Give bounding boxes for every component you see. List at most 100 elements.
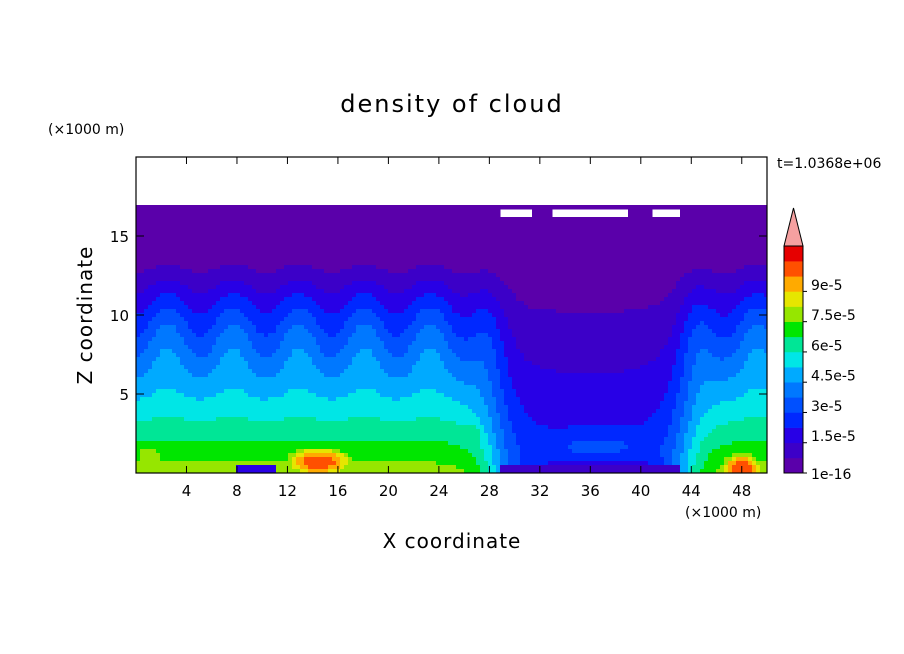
contour-cell <box>228 237 233 242</box>
contour-cell <box>324 361 329 366</box>
contour-cell <box>372 453 377 458</box>
contour-cell <box>384 345 389 350</box>
contour-cell <box>420 225 425 230</box>
contour-cell <box>164 361 169 366</box>
contour-cell <box>160 221 165 226</box>
contour-cell <box>208 313 213 318</box>
contour-cell <box>244 313 249 318</box>
contour-cell <box>292 373 297 378</box>
contour-cell <box>152 269 157 274</box>
contour-cell <box>352 393 357 398</box>
contour-cell <box>324 449 329 454</box>
contour-cell <box>140 289 145 294</box>
contour-cell <box>356 353 361 358</box>
contour-cell <box>180 449 185 454</box>
contour-cell <box>196 257 201 262</box>
contour-cell <box>300 273 305 278</box>
contour-cell <box>200 429 205 434</box>
contour-cell <box>200 441 205 446</box>
contour-cell <box>416 281 421 286</box>
contour-cell <box>212 245 217 250</box>
contour-cell <box>368 273 373 278</box>
contour-cell <box>180 381 185 386</box>
contour-cell <box>284 425 289 430</box>
contour-cell <box>352 353 357 358</box>
contour-cell <box>364 361 369 366</box>
contour-cell <box>272 401 277 406</box>
contour-cell <box>276 301 281 306</box>
contour-cell <box>236 433 241 438</box>
contour-cell <box>152 281 157 286</box>
contour-cell <box>240 261 245 266</box>
contour-cell <box>404 437 409 442</box>
contour-cell <box>172 217 177 222</box>
contour-cell <box>344 369 349 374</box>
contour-cell <box>220 257 225 262</box>
contour-cell <box>160 205 165 210</box>
contour-cell <box>272 209 277 214</box>
contour-cell <box>232 361 237 366</box>
contour-cell <box>136 205 141 210</box>
contour-cell <box>348 469 353 473</box>
contour-cell <box>348 301 353 306</box>
contour-cell <box>404 249 409 254</box>
contour-cell <box>316 277 321 282</box>
contour-cell <box>180 305 185 310</box>
contour-cell <box>424 337 429 342</box>
contour-cell <box>248 449 253 454</box>
contour-cell <box>420 437 425 442</box>
contour-cell <box>188 221 193 226</box>
contour-cell <box>148 213 153 218</box>
contour-cell <box>408 265 413 270</box>
contour-cell <box>280 389 285 394</box>
contour-cell <box>340 457 345 462</box>
contour-cell <box>204 205 209 210</box>
contour-cell <box>172 397 177 402</box>
contour-cell <box>244 397 249 402</box>
contour-cell <box>188 445 193 450</box>
contour-cell <box>168 269 173 274</box>
contour-cell <box>184 349 189 354</box>
contour-cell <box>380 233 385 238</box>
contour-cell <box>380 457 385 462</box>
contour-cell <box>388 249 393 254</box>
contour-cell <box>432 305 437 310</box>
contour-cell <box>204 269 209 274</box>
contour-cell <box>212 329 217 334</box>
contour-cell <box>328 325 333 330</box>
contour-cell <box>196 441 201 446</box>
contour-cell <box>404 341 409 346</box>
contour-cell <box>400 221 405 226</box>
contour-cell <box>388 269 393 274</box>
contour-cell <box>364 249 369 254</box>
contour-cell <box>272 289 277 294</box>
contour-cell <box>260 245 265 250</box>
contour-cell <box>360 361 365 366</box>
contour-cell <box>296 281 301 286</box>
contour-cell <box>284 369 289 374</box>
contour-cell <box>356 325 361 330</box>
contour-cell <box>240 309 245 314</box>
contour-cell <box>348 305 353 310</box>
contour-cell <box>184 249 189 254</box>
contour-cell <box>148 309 153 314</box>
contour-cell <box>300 441 305 446</box>
contour-cell <box>156 357 161 362</box>
contour-cell <box>252 397 257 402</box>
contour-cell <box>368 281 373 286</box>
contour-cell <box>412 329 417 334</box>
contour-cell <box>392 349 397 354</box>
contour-cell <box>184 253 189 258</box>
contour-cell <box>352 265 357 270</box>
contour-cell <box>336 257 341 262</box>
contour-cell <box>244 245 249 250</box>
contour-cell <box>148 465 153 470</box>
contour-cell <box>264 441 269 446</box>
contour-cell <box>332 337 337 342</box>
contour-cell <box>196 373 201 378</box>
contour-cell <box>280 305 285 310</box>
contour-cell <box>216 461 221 466</box>
contour-cell <box>204 241 209 246</box>
contour-cell <box>144 369 149 374</box>
contour-cell <box>136 221 141 226</box>
